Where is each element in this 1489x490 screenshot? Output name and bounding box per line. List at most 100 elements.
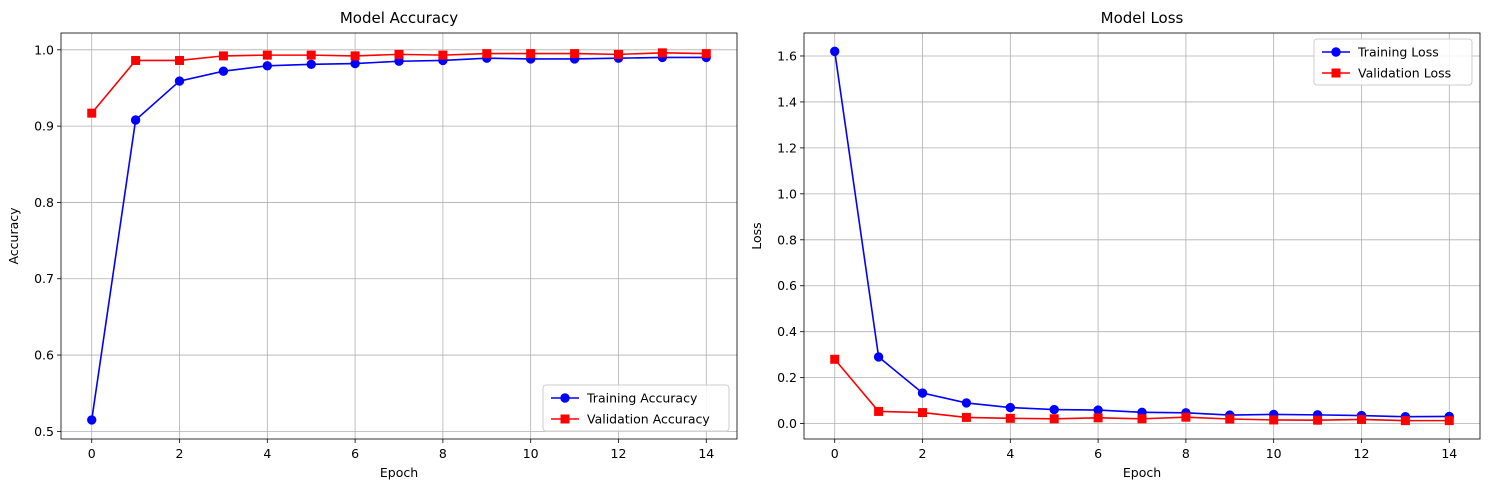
data-point (350, 58, 360, 69)
data-point (830, 354, 840, 364)
data-point (1049, 404, 1059, 415)
data-point (394, 49, 404, 59)
data-point (873, 352, 884, 362)
x-tick-label: 0 (831, 446, 839, 461)
data-point (1137, 414, 1147, 424)
data-point (874, 406, 884, 416)
x-tick-label: 14 (698, 446, 714, 461)
data-point (1444, 416, 1454, 426)
data-point (961, 398, 972, 408)
data-point (1093, 405, 1103, 415)
legend-label: Training Accuracy (586, 391, 698, 406)
y-tick-label: 0.8 (777, 232, 797, 247)
legend-label: Validation Loss (1358, 66, 1451, 81)
data-point (262, 50, 272, 60)
x-tick-label: 10 (523, 446, 539, 461)
y-tick-label: 0.6 (34, 348, 54, 363)
data-point (526, 49, 536, 59)
legend-box (542, 384, 730, 432)
data-point (830, 46, 840, 57)
data-point (306, 50, 316, 60)
data-point (1181, 412, 1191, 422)
x-tick-label: 2 (176, 446, 184, 461)
legend-marker (560, 414, 570, 424)
data-point (570, 49, 580, 59)
x-tick-label: 4 (263, 446, 271, 461)
data-point (1313, 415, 1323, 425)
data-point (87, 415, 97, 425)
legend-marker (1331, 47, 1341, 57)
data-point (1005, 413, 1015, 423)
data-point (130, 115, 141, 125)
x-tick-label: 14 (1441, 446, 1457, 461)
x-tick-label: 10 (1266, 446, 1282, 461)
data-point (306, 59, 316, 69)
data-point (482, 49, 492, 59)
chart-title: Model Accuracy (340, 9, 458, 27)
data-point (1225, 414, 1235, 424)
accuracy-chart-panel: Model Accuracy Epoch Accuracy 0 2 4 6 8 10 12 1… (6, 9, 738, 480)
legend-label: Training Loss (1357, 45, 1439, 60)
data-point (1005, 402, 1016, 413)
y-tick-label: 0.9 (34, 119, 54, 134)
y-tick-label: 0.5 (34, 424, 54, 439)
data-point (1049, 414, 1059, 424)
series-validation-loss (830, 354, 1454, 426)
data-point (218, 51, 228, 61)
axis-ticks: 0 2 4 6 8 10 12 14 0.5 0.6 0.7 0.8 0.9 1.0 (34, 42, 714, 461)
x-tick-label: 12 (611, 446, 627, 461)
series-training-accuracy (87, 52, 711, 425)
data-point (131, 55, 141, 65)
y-tick-label: 0.2 (777, 370, 797, 385)
series-validation-accuracy (87, 48, 711, 118)
data-point (613, 49, 623, 59)
x-tick-label: 6 (351, 446, 359, 461)
legend-marker (1331, 68, 1341, 78)
data-point (917, 388, 928, 398)
loss-chart-panel: Model Loss Epoch Loss 0 2 4 6 8 10 12 140.00.20… (749, 9, 1481, 480)
data-point (657, 48, 667, 58)
data-point (87, 108, 97, 118)
legend: Training Accuracy Validation Accuracy (542, 384, 730, 432)
chart-title: Model Loss (1101, 9, 1184, 27)
x-axis-label: Epoch (1123, 465, 1161, 480)
legend-label: Validation Accuracy (587, 412, 710, 427)
data-point (350, 51, 360, 61)
series-training-loss (830, 46, 1454, 422)
x-tick-label: 2 (919, 446, 927, 461)
y-tick-label: 0.4 (777, 324, 797, 339)
grid (61, 33, 737, 439)
axis-ticks: 0 2 4 6 8 10 12 14 0.0 0.2 0.4 0.6 0.8 1.0 1.2 1.4 1.6 (777, 48, 1457, 461)
y-tick-label: 0.6 (777, 278, 797, 293)
data-point (701, 49, 711, 59)
x-tick-label: 6 (1094, 446, 1102, 461)
x-tick-label: 4 (1006, 446, 1014, 461)
legend-box (1313, 38, 1473, 86)
data-point (1400, 416, 1410, 426)
x-tick-label: 0 (88, 446, 96, 461)
y-tick-label: 1.0 (34, 42, 54, 57)
y-axis-label: Loss (749, 222, 764, 249)
series-line (833, 51, 1450, 418)
data-point (218, 66, 229, 76)
y-tick-label: 1.4 (777, 94, 797, 109)
legend-marker (560, 393, 570, 403)
axes-frame (803, 32, 1481, 440)
y-axis-label: Accuracy (6, 207, 21, 265)
data-point (262, 61, 273, 71)
y-tick-label: 1.6 (777, 48, 797, 63)
y-tick-label: 1.0 (777, 186, 797, 201)
y-tick-label: 0.7 (34, 271, 54, 286)
data-point (1093, 413, 1103, 423)
legend: Training Loss Validation Loss (1313, 38, 1473, 86)
series-line (90, 56, 707, 421)
data-point (1356, 414, 1366, 424)
y-tick-label: 0.0 (777, 416, 797, 431)
grid (804, 33, 1480, 439)
data-point (961, 412, 971, 422)
x-tick-label: 8 (439, 446, 447, 461)
axes-frame (60, 32, 738, 440)
y-tick-label: 0.8 (34, 195, 54, 210)
